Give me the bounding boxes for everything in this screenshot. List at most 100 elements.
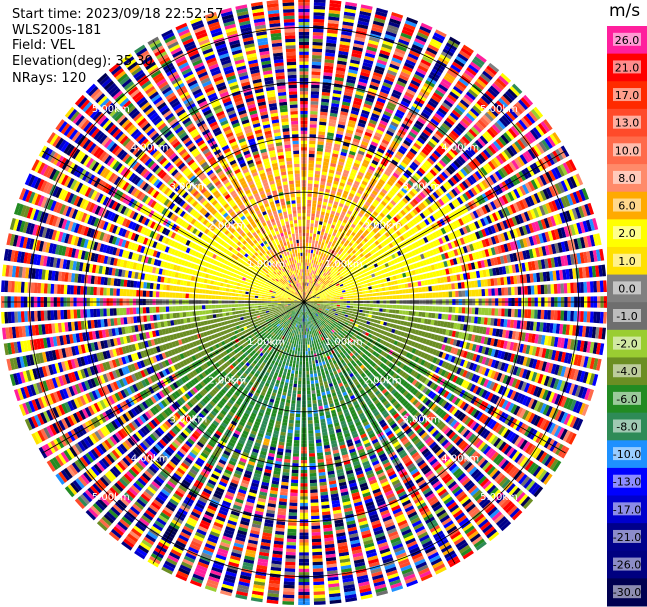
velocity-gate [318,341,322,346]
velocity-gate [332,93,341,98]
velocity-gate [332,307,337,310]
velocity-gate [353,295,357,298]
velocity-gate [316,272,320,276]
velocity-gate [311,81,320,86]
velocity-gate [438,292,443,298]
velocity-gate [405,153,414,161]
velocity-gate [343,242,348,247]
velocity-gate [329,213,335,218]
velocity-gate [315,271,318,276]
velocity-gate [309,239,312,244]
velocity-gate [332,221,337,226]
velocity-gate [316,207,321,212]
velocity-gate [388,177,396,184]
velocity-gate [424,126,434,134]
velocity-gate [347,285,352,289]
velocity-gate [484,288,489,296]
velocity-gate [341,313,345,317]
velocity-gate [324,273,328,277]
velocity-gate [308,173,314,178]
velocity-gate [366,304,370,307]
velocity-gate [308,176,313,181]
velocity-gate [312,236,316,241]
velocity-gate [603,311,607,324]
velocity-gate [305,259,308,263]
velocity-gate [323,281,327,285]
velocity-gate [341,245,346,250]
velocity-gate [417,281,422,287]
velocity-gate [375,100,385,107]
velocity-gate [312,274,316,278]
velocity-gate [353,100,362,106]
velocity-gate [333,268,338,273]
velocity-gate [358,147,366,153]
velocity-gate [356,282,361,286]
velocity-gate [304,288,305,293]
velocity-gate [305,255,308,260]
velocity-gate [313,2,326,7]
velocity-gate [328,125,336,131]
velocity-gate [385,223,392,229]
velocity-gate [389,304,393,309]
velocity-gate [323,218,328,223]
velocity-gate [570,282,574,294]
velocity-gate [310,91,320,95]
velocity-gate [382,304,387,308]
velocity-gate [304,288,306,293]
velocity-gate [461,307,466,314]
velocity-gate [311,58,322,63]
velocity-gate [346,298,351,301]
velocity-gate [402,158,410,166]
velocity-gate [459,99,470,108]
velocity-gate [384,317,389,322]
velocity-gate [347,237,352,242]
velocity-gate [315,287,319,291]
velocity-gate [434,29,447,38]
velocity-gate [383,185,390,192]
velocity-gate [445,291,449,298]
velocity-gate [311,210,316,214]
velocity-gate [419,61,430,70]
velocity-gate [317,144,324,149]
velocity-gate [336,304,341,307]
velocity-gate [310,253,313,257]
velocity-gate [317,261,321,266]
velocity-gate [325,274,329,278]
velocity-gate [320,354,324,359]
velocity-gate [348,153,355,159]
velocity-gate [310,107,318,112]
velocity-gate [393,207,399,213]
velocity-gate [437,145,446,153]
velocity-gate [333,299,337,302]
velocity-gate [319,282,323,286]
velocity-gate [387,127,396,134]
velocity-gate [517,309,522,318]
velocity-gate [437,107,448,116]
velocity-gate [378,288,383,292]
velocity-gate [363,303,367,307]
velocity-gate [305,285,307,289]
velocity-gate [394,153,402,161]
velocity-gate [344,234,349,240]
velocity-gate [367,122,376,129]
velocity-gate [462,72,473,82]
velocity-gate [353,306,357,309]
velocity-gate [415,311,419,317]
velocity-gate [335,170,342,176]
velocity-gate [320,259,324,264]
velocity-gate [365,128,374,135]
velocity-gate [384,282,389,287]
velocity-gate [309,134,317,138]
velocity-gate [354,94,364,100]
velocity-gate [308,157,315,161]
velocity-gate [358,312,363,316]
velocity-gate [304,295,305,299]
velocity-gate [339,247,344,253]
velocity-gate [448,132,458,141]
velocity-gate [326,270,330,275]
velocity-gate [339,293,343,296]
velocity-gate [320,283,324,287]
velocity-gate [474,102,485,112]
velocity-gate [336,209,342,214]
velocity-gate [429,138,438,146]
